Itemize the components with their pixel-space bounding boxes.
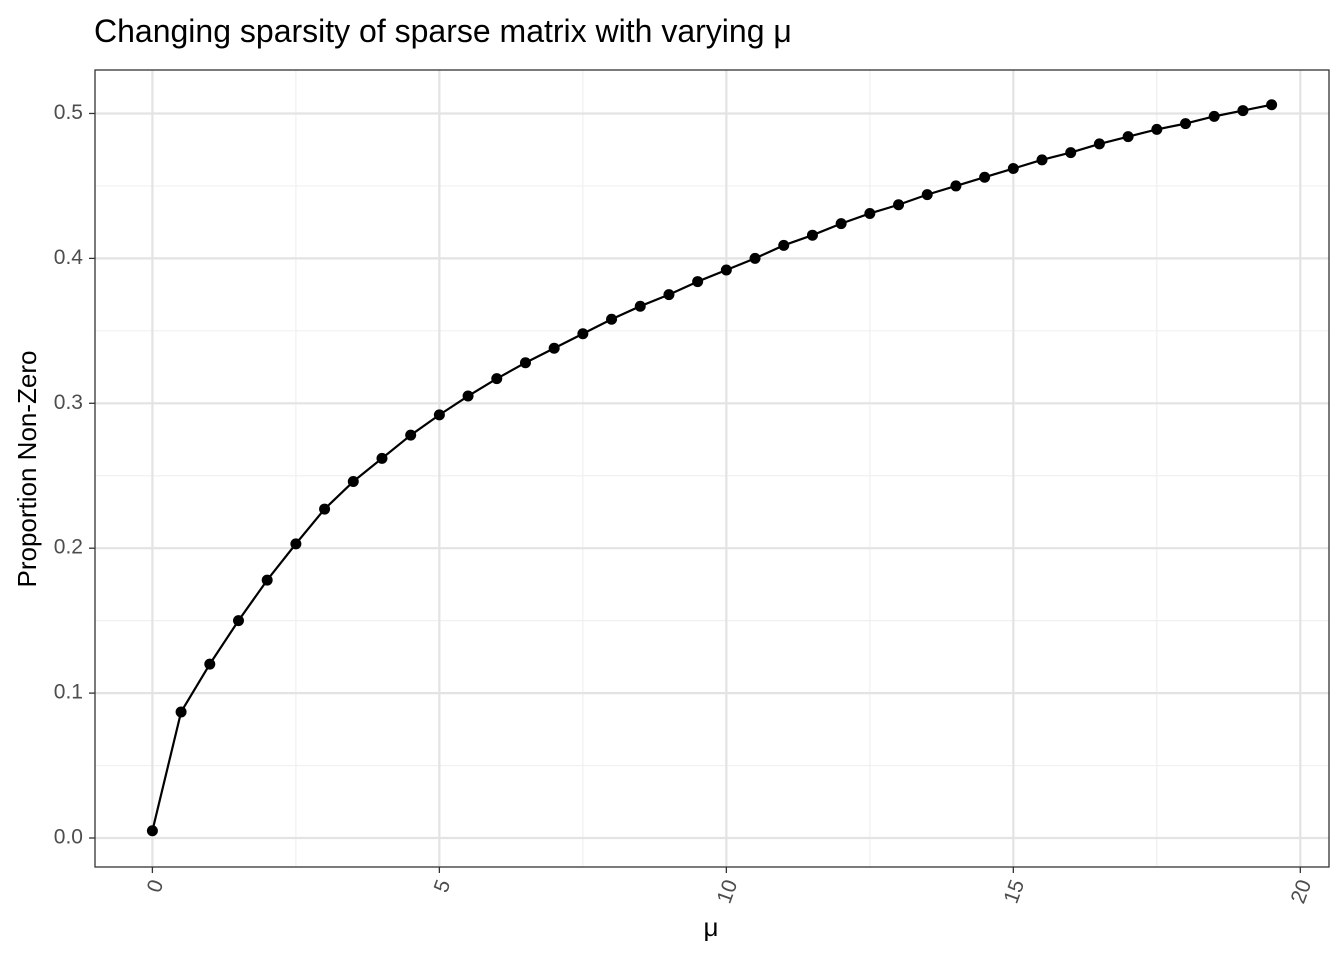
data-point <box>864 207 876 219</box>
y-axis-title: Proportion Non-Zero <box>12 351 42 588</box>
x-axis: 0 5 10 15 20 <box>143 867 1317 907</box>
y-tick-label: 0.3 <box>54 391 83 414</box>
series-line <box>151 103 1272 832</box>
data-point <box>720 264 732 276</box>
x-tick-label: 10 <box>713 877 743 907</box>
data-point <box>663 289 675 301</box>
data-point <box>261 574 273 586</box>
y-tick-label: 0.2 <box>54 536 83 559</box>
data-point <box>979 171 991 183</box>
data-point <box>347 476 359 488</box>
chart-title: Changing sparsity of sparse matrix with … <box>94 13 792 49</box>
x-tick-label: 0 <box>143 877 169 896</box>
data-point <box>1065 147 1077 159</box>
data-point <box>319 503 331 515</box>
y-tick-label: 0.4 <box>54 246 84 269</box>
x-axis-title: μ <box>704 912 719 942</box>
data-point <box>146 825 158 837</box>
series-group <box>146 99 1278 837</box>
y-tick-label: 0.1 <box>54 681 83 704</box>
data-point <box>634 300 646 312</box>
data-point <box>548 342 560 354</box>
x-tick-label: 5 <box>430 877 456 896</box>
data-point <box>290 538 302 550</box>
plot-background <box>95 70 1329 867</box>
data-point <box>204 658 216 670</box>
data-point <box>692 276 704 288</box>
data-point <box>1093 138 1105 150</box>
data-point <box>606 313 618 325</box>
data-point <box>1266 99 1278 111</box>
y-tick-label: 0.5 <box>54 101 83 124</box>
data-point <box>835 218 847 230</box>
data-point <box>1237 105 1249 117</box>
data-point <box>433 409 445 421</box>
data-point <box>1007 163 1019 175</box>
data-point <box>749 252 761 264</box>
plot-border <box>94 69 1330 868</box>
data-point <box>491 373 503 385</box>
y-tick-label: 0.0 <box>54 826 83 849</box>
data-point <box>519 357 531 369</box>
data-point <box>376 452 388 464</box>
data-point <box>1208 110 1220 122</box>
data-point <box>232 615 244 627</box>
plot-panel <box>95 70 1329 867</box>
grid-lines <box>95 70 1329 867</box>
data-point <box>1151 123 1163 135</box>
data-point <box>577 328 589 340</box>
data-point <box>175 706 187 718</box>
data-point <box>950 180 962 192</box>
x-tick-label: 20 <box>1287 877 1317 907</box>
data-point <box>921 189 933 201</box>
data-point <box>806 229 818 241</box>
data-point <box>893 199 905 211</box>
data-point <box>778 239 790 251</box>
panel-border <box>94 69 1330 868</box>
y-axis: 0.0 0.1 0.2 0.3 0.4 0.5 <box>54 101 95 849</box>
data-point <box>1122 131 1134 143</box>
x-tick-label: 15 <box>1000 877 1030 907</box>
data-point <box>405 429 417 441</box>
data-point <box>1180 118 1192 130</box>
data-point <box>1036 154 1048 166</box>
data-point <box>462 390 474 402</box>
